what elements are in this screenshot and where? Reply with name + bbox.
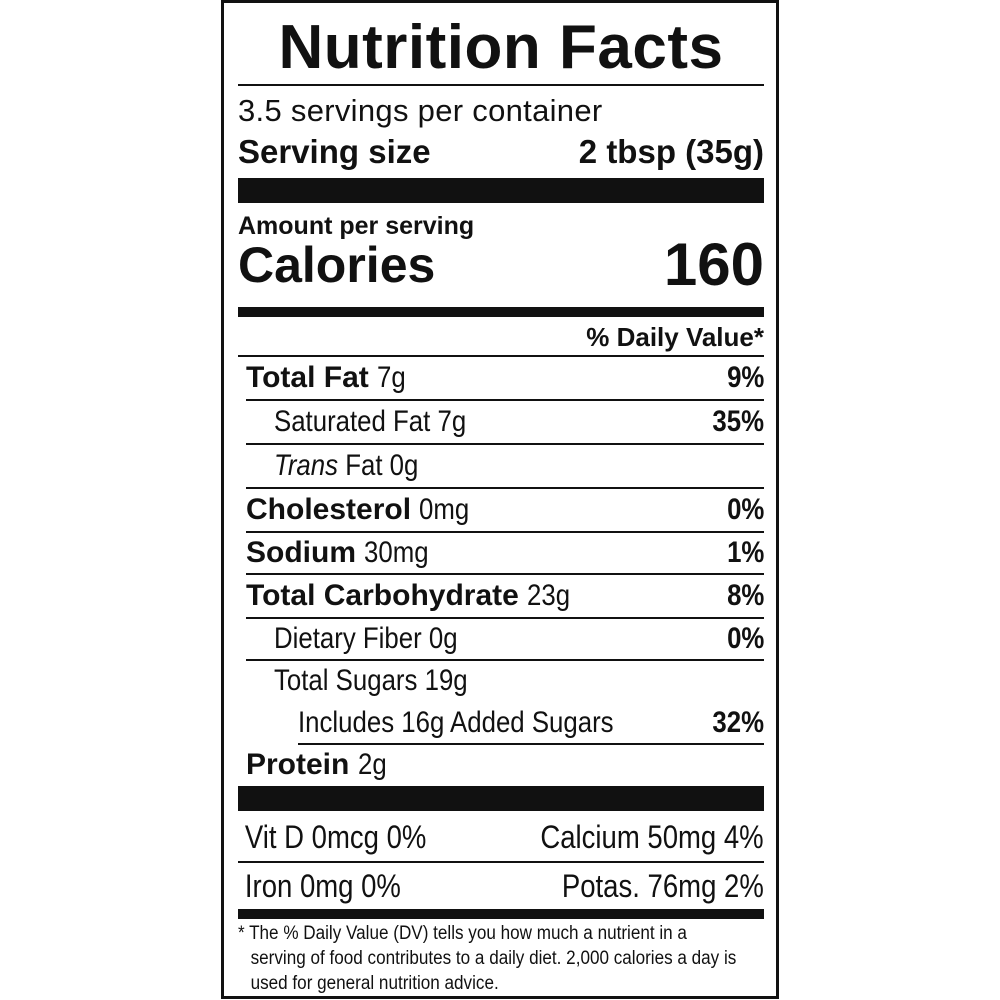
nutrient-row-total-sugars: Total Sugars 19g [246,661,764,701]
calcium: Calcium 50mg 4% [540,818,764,855]
nutrient-name: Includes 16g Added Sugars [298,706,614,739]
label-title: Nutrition Facts [278,13,724,82]
nutrient-row-sodium: Sodium 30mg 1% [246,533,764,575]
nutrient-name: Total Carbohydrate [246,579,519,612]
nutrient-name: Dietary Fiber [274,622,422,655]
nutrient-name: Protein [246,748,350,781]
nutrient-amount: 7g [377,361,406,394]
nutrient-row-dietary-fiber: Dietary Fiber 0g 0% [246,619,764,661]
nutrient-amount: 23g [527,579,571,612]
nutrient-row-total-fat: Total Fat 7g 9% [246,357,764,401]
nutrient-amount: 2g [357,748,387,781]
nutrient-dv: 0% [726,493,764,526]
nutrient-amount: 30mg [364,536,429,569]
vitamins-minerals: Vit D 0mcg 0% Calcium 50mg 4% Iron 0mg 0… [238,811,764,911]
nutrient-dv: 35% [712,405,764,438]
calories-label: Calories [238,237,436,293]
nutrient-list: Total Fat 7g 9% Saturated Fat 7g 35% Tra… [238,357,764,787]
nutrient-amount: 7g [437,405,467,438]
nutrient-amount: 0g [428,622,458,655]
nutrient-name: Total Sugars [274,664,418,697]
nutrient-amount: 0mg [419,493,470,526]
nutrient-dv: 32% [712,706,764,739]
calories-row: Calories 160 [238,235,764,295]
serving-size-value: 2 tbsp (35g) [578,133,764,170]
serving-size-label: Serving size [238,133,431,170]
divider [238,84,764,86]
nutrient-name: Fat [345,449,383,482]
potassium: Potas. 76mg 2% [562,867,764,904]
nutrient-row-protein: Protein 2g [246,745,764,785]
nutrient-dv: 1% [726,536,764,569]
vitamin-d: Vit D 0mcg 0% [244,818,427,855]
iron: Iron 0mg 0% [244,867,401,904]
divider [238,355,764,357]
nutrient-amount: 0g [389,449,419,482]
nutrient-row-added-sugars: Includes 16g Added Sugars 32% [298,703,764,745]
serving-size: Serving size 2 tbsp (35g) [238,133,764,171]
footnote: * The % Daily Value (DV) tells you how m… [238,921,764,996]
nutrient-name: Sodium [246,536,356,569]
nutrient-name: Cholesterol [246,493,412,526]
nutrient-row-saturated-fat: Saturated Fat 7g 35% [246,401,764,445]
medium-divider [238,307,764,317]
nutrient-row-total-carbohydrate: Total Carbohydrate 23g 8% [246,575,764,619]
nutrient-dv: 0% [726,622,764,655]
servings-per-container: 3.5 servings per container [238,93,603,128]
amount-per-serving: Amount per serving [238,212,475,240]
vitamin-row: Vit D 0mcg 0% Calcium 50mg 4% [238,813,764,863]
nutrient-name: Saturated Fat [274,405,431,438]
nutrient-dv: 9% [726,361,764,394]
daily-value-header: % Daily Value* [586,322,764,352]
nutrition-facts-label: Nutrition Facts 3.5 servings per contain… [221,0,779,999]
nutrient-row-trans-fat: Trans Fat 0g [246,445,764,489]
nutrient-name: Total Fat [246,361,369,394]
vitamin-row: Iron 0mg 0% Potas. 76mg 2% [238,863,764,909]
calories-value: 160 [663,231,764,298]
nutrient-name-italic: Trans [274,449,339,482]
nutrient-amount: 19g [424,664,468,697]
thick-divider [238,178,764,203]
thick-divider [238,786,764,811]
medium-divider [238,909,764,919]
footnote-text: * The % Daily Value (DV) tells you how m… [238,923,737,994]
nutrient-row-cholesterol: Cholesterol 0mg 0% [246,489,764,533]
nutrient-dv: 8% [726,579,764,612]
